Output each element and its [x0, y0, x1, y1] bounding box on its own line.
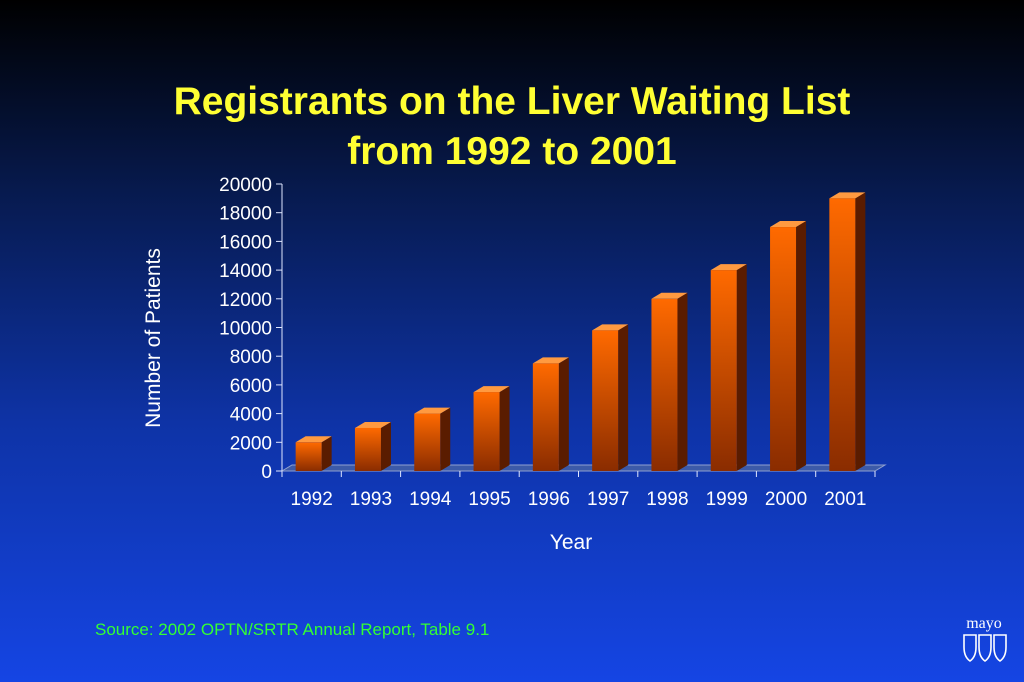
x-tick-label: 1994	[409, 489, 452, 510]
bar-1996	[532, 357, 569, 471]
bar-top-face	[829, 192, 866, 199]
y-tick-label: 6000	[230, 376, 272, 397]
bar-top-face	[354, 421, 391, 428]
chart-title-line-1: Registrants on the Liver Waiting List	[173, 80, 851, 123]
bar-2000	[770, 221, 807, 471]
triple-shield-icon	[963, 634, 1007, 662]
x-tick-label: 2001	[824, 489, 866, 510]
bar-1992	[295, 436, 332, 471]
y-tick-label: 0	[261, 462, 272, 483]
y-tick-label: 10000	[219, 319, 272, 340]
bars	[295, 192, 866, 471]
y-tick-label: 16000	[219, 232, 272, 253]
x-axis-label: Year	[550, 531, 592, 554]
y-tick-label: 18000	[219, 204, 272, 225]
bar-top-face	[414, 407, 451, 414]
bar-front-face	[295, 442, 322, 471]
bar-side-face	[380, 421, 391, 471]
bar-side-face	[796, 221, 807, 471]
x-tick-label: 2000	[765, 489, 807, 510]
x-tick-label: 1995	[468, 489, 510, 510]
y-tick-label: 2000	[230, 433, 272, 454]
bar-2001	[829, 192, 866, 471]
bar-front-face	[829, 198, 856, 471]
mayo-logo: mayo	[958, 616, 1010, 668]
bar-top-face	[651, 292, 688, 299]
bar-side-face	[321, 436, 332, 471]
bar-1995	[473, 386, 510, 471]
x-tick-label: 1999	[706, 489, 748, 510]
logo-text: mayo	[966, 615, 1002, 632]
bar-top-face	[710, 264, 747, 271]
bar-front-face	[592, 330, 619, 471]
bar-side-face	[499, 386, 510, 471]
x-tick-label: 1993	[350, 489, 392, 510]
bar-side-face	[736, 264, 747, 471]
y-tick-label: 8000	[230, 347, 272, 368]
bar-1998	[651, 292, 688, 471]
bar-1994	[414, 407, 451, 471]
y-tick-label: 4000	[230, 405, 272, 426]
bar-front-face	[473, 392, 500, 471]
bar-front-face	[354, 427, 381, 471]
bar-1997	[592, 324, 629, 471]
bar-top-face	[295, 436, 332, 443]
x-axis-tick-labels: 1992 1993 1994 1995 1996 1997 1998 1999 2000 2001	[281, 471, 876, 510]
bar-chart: 0 2000 4000 6000 8000 10000 12000 14000 16000 180…	[142, 175, 887, 554]
bar-side-face	[618, 324, 629, 471]
bar-top-face	[532, 357, 569, 364]
bar-front-face	[532, 363, 559, 471]
bar-1999	[710, 264, 747, 471]
bar-front-face	[414, 413, 441, 471]
chart-title-line-2: from 1992 to 2001	[347, 130, 677, 173]
bar-side-face	[677, 292, 688, 471]
source-note: Source: 2002 OPTN/SRTR Annual Report, Ta…	[95, 620, 490, 639]
x-tick-label: 1996	[528, 489, 570, 510]
bar-front-face	[770, 227, 797, 471]
x-tick-label: 1997	[587, 489, 629, 510]
y-axis: 0 2000 4000 6000 8000 10000 12000 14000 16000 180…	[219, 175, 283, 483]
y-tick-label: 14000	[219, 261, 272, 282]
bar-front-face	[651, 298, 678, 471]
bar-front-face	[710, 270, 737, 471]
y-axis-label: Number of Patients	[142, 248, 165, 428]
bar-top-face	[473, 386, 510, 393]
bar-top-face	[592, 324, 629, 331]
bar-1993	[354, 421, 391, 471]
bar-side-face	[855, 192, 866, 471]
y-tick-label: 12000	[219, 290, 272, 311]
bar-side-face	[558, 357, 569, 471]
bar-top-face	[770, 221, 807, 228]
y-tick-label: 20000	[219, 175, 272, 196]
x-tick-label: 1992	[291, 489, 333, 510]
bar-side-face	[440, 407, 451, 471]
x-tick-label: 1998	[646, 489, 688, 510]
